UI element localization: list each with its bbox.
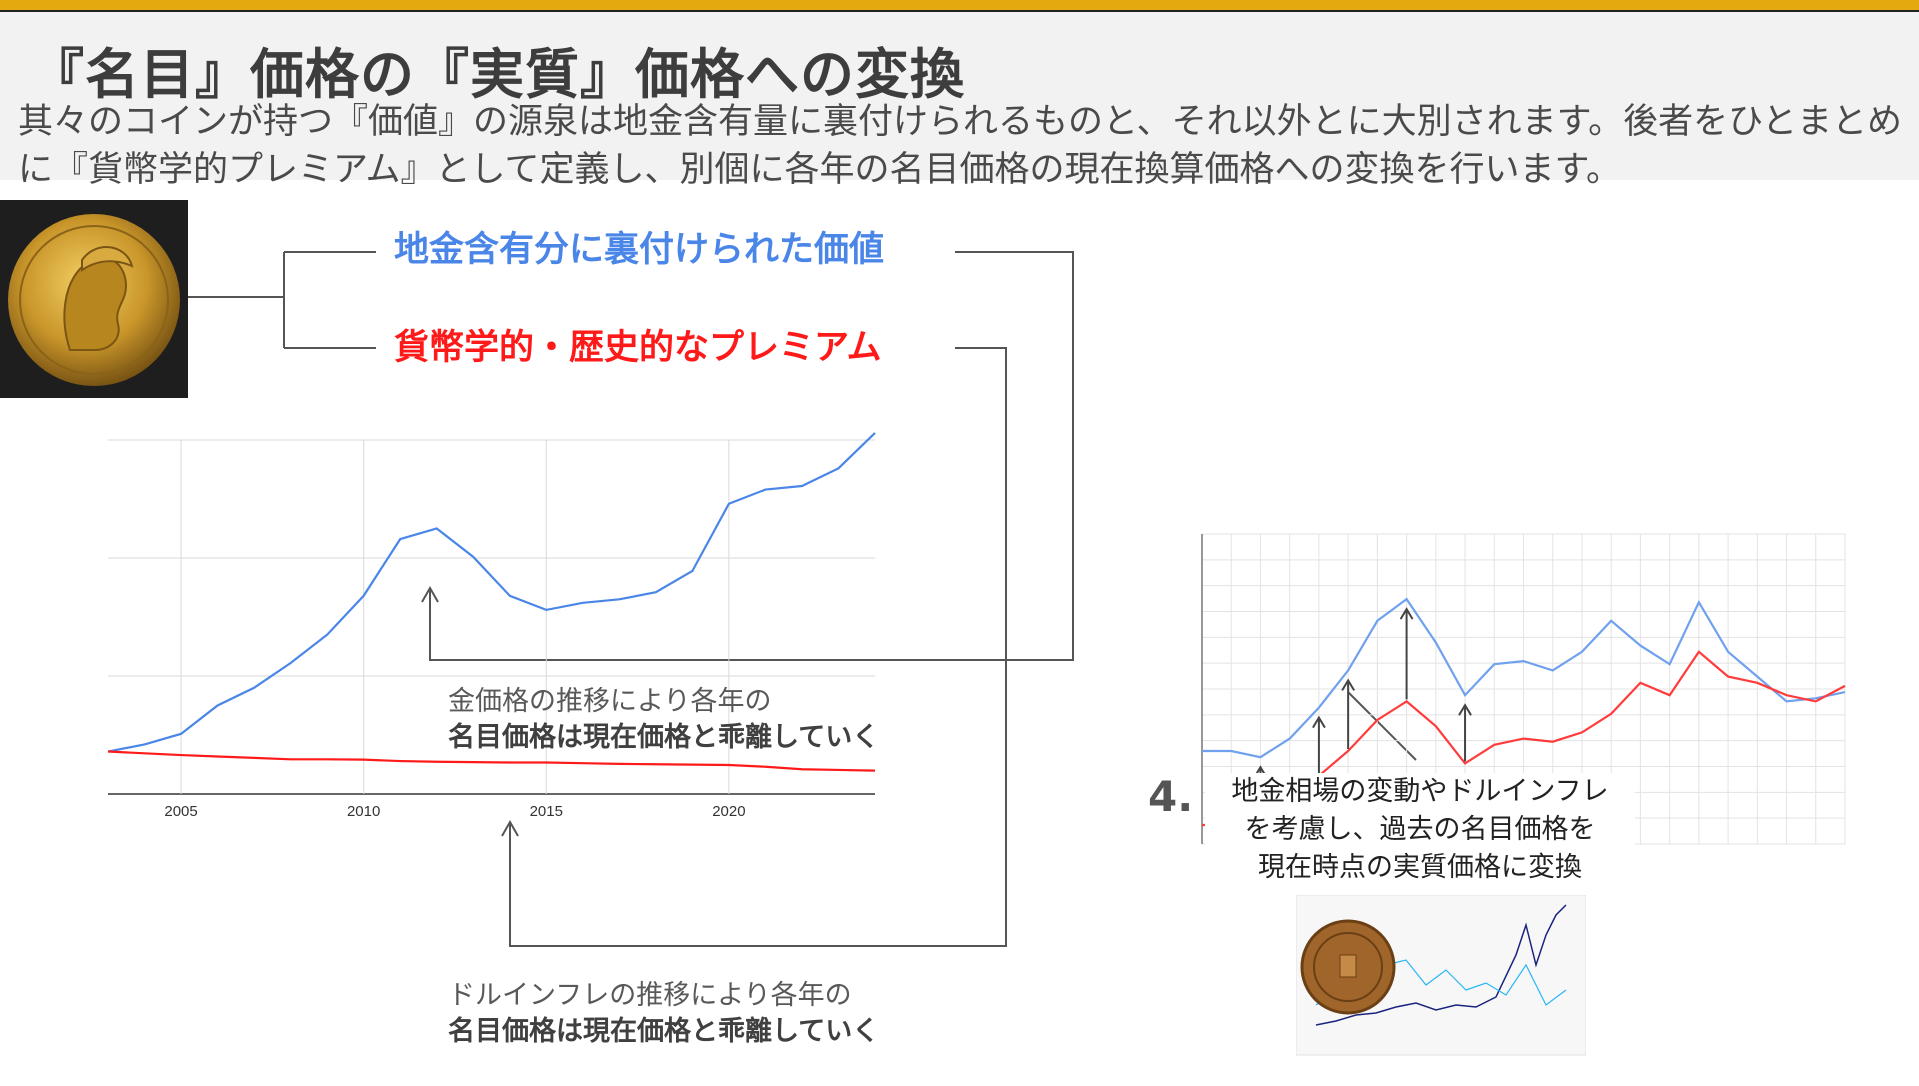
- page-title: 『名目』価格の『実質』価格への変換: [30, 43, 965, 106]
- step4-line2: を考慮し、過去の名目価格を: [1244, 814, 1596, 845]
- step4-caption: 地金相場の変動やドルインフレ を考慮し、過去の名目価格を 現在時点の実質価格に変…: [1205, 773, 1635, 887]
- uplift-arrow-head: [1458, 703, 1472, 716]
- gold-vs-cpi-thumbnail: [1296, 895, 1586, 1056]
- numismatic-premium-label: 貨幣学的・歴史的なプレミアム: [394, 328, 882, 368]
- uplift-arrow-head: [1399, 607, 1414, 620]
- step4-line3: 現在時点の実質価格に変換: [1258, 852, 1582, 883]
- slide-header: 『名目』価格の『実質』価格への変換 其々のコインが持つ『価値』の源泉は地金含有量…: [0, 12, 1919, 190]
- inflation-annotation-line2-wrap: 名目価格は現在価格と乖離していく: [448, 1014, 879, 1050]
- x-tick-label: 2010: [347, 803, 380, 820]
- accent-bar: [0, 0, 1919, 12]
- inflation-annotation: ドルインフレの推移により各年の 名目価格は現在価格と乖離していく: [448, 978, 879, 1050]
- bullion-value-label: 地金含有分に裏付けられた価値: [394, 230, 885, 270]
- page-subtitle: 其々のコインが持つ『価値』の源泉は地金含有量に裏付けられるものと、それ以外とに大…: [18, 102, 1903, 190]
- series-line-nominal: [1202, 597, 1846, 759]
- x-tick-label: 2005: [164, 803, 197, 820]
- step-number: 4.: [1148, 772, 1194, 821]
- uplift-arrow-head: [1341, 678, 1355, 691]
- x-tick-label: 2020: [712, 803, 745, 820]
- gold-annotation-line1: 金価格の推移により各年の: [448, 686, 772, 717]
- step4-line1: 地金相場の変動やドルインフレ: [1231, 776, 1609, 807]
- gold-annotation: 金価格の推移により各年の 名目価格は現在価格と乖離していく: [448, 684, 879, 756]
- price-chart-left: 2005 2010 2015 2020: [107, 432, 876, 820]
- uplift-arrow-head: [1312, 715, 1326, 729]
- gold-annotation-line2-wrap: 名目価格は現在価格と乖離していく: [448, 720, 879, 756]
- series-line-bullion: [107, 432, 876, 753]
- x-tick-label: 2015: [530, 803, 563, 820]
- series-line-premium: [107, 750, 876, 772]
- inflation-annotation-line1: ドルインフレの推移により各年の: [448, 980, 852, 1011]
- gold-coin-image: [0, 200, 188, 398]
- gold-annotation-line2: 名目価格は現在価格と乖離していく: [448, 722, 880, 753]
- inflation-annotation-line2: 名目価格は現在価格と乖離していく: [448, 1016, 880, 1047]
